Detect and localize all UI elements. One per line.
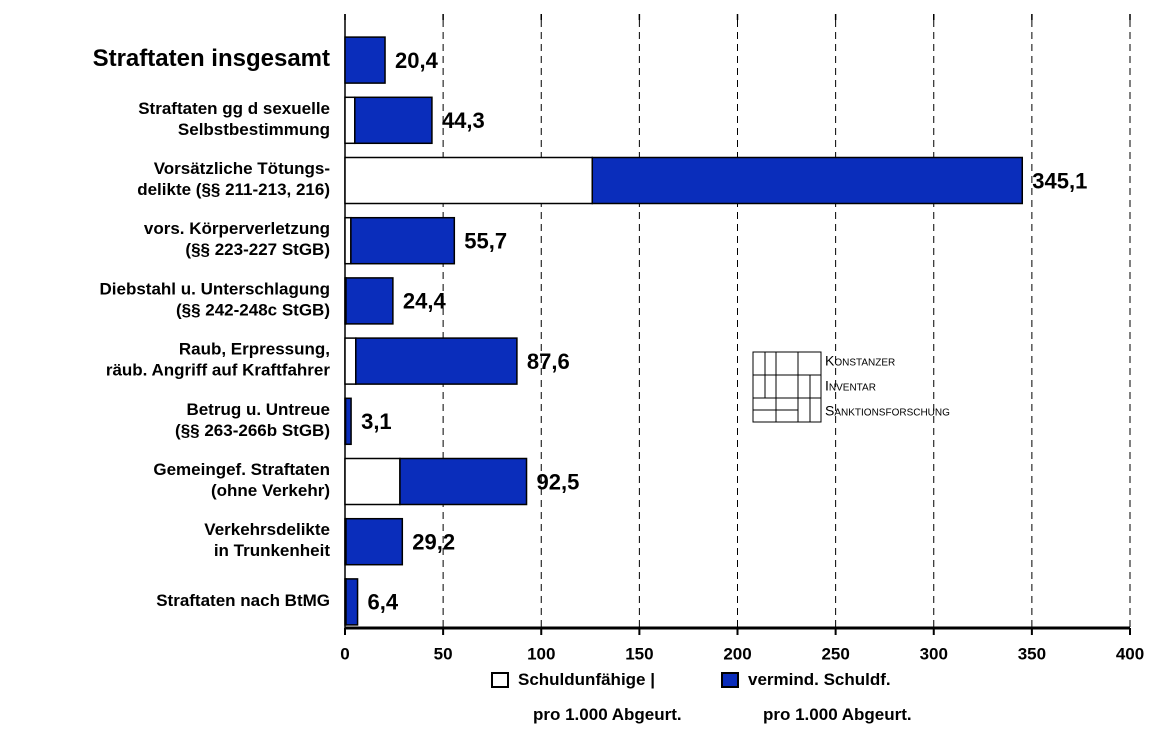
total-label: 92,5 xyxy=(537,469,580,494)
y-tick-label-line: Straftaten nach BtMG xyxy=(156,591,330,610)
y-tick-label-line: delikte (§§ 211-213, 216) xyxy=(137,180,330,199)
bar-segment xyxy=(354,96,433,145)
y-tick-label: Straftaten gg d sexuelle Selbstbestimmung xyxy=(138,99,330,139)
total-label: 20,4 xyxy=(395,48,439,73)
legend-label-line: pro 1.000 Abgeurt. xyxy=(763,705,912,724)
x-tick-label: 400 xyxy=(1116,644,1144,663)
y-tick-label: Straftaten nach BtMG xyxy=(156,591,330,610)
y-tick-label: Betrug u. Untreue (§§ 263-266b StGB) xyxy=(175,400,330,440)
bar-segment xyxy=(344,397,352,446)
bar-segment xyxy=(591,156,1024,205)
y-tick-label: vors. Körperverletzung (§§ 223-227 StGB) xyxy=(144,220,330,260)
y-tick-label: Vorsätzliche Tötungs-delikte (§§ 211-213… xyxy=(137,159,330,199)
bar-segment xyxy=(344,156,594,205)
x-tick-label: 100 xyxy=(527,644,555,663)
y-tick-label: Verkehrsdelikte in Trunkenheit xyxy=(204,521,330,561)
bar-segment xyxy=(344,36,386,84)
bar-segment xyxy=(344,216,352,265)
y-tick-label-line: Selbstbestimmung xyxy=(178,120,330,139)
y-tick-label-line: (§§ 263-266b StGB) xyxy=(175,421,330,440)
bar-segment xyxy=(399,457,528,506)
legend-label: vermind. Schuldf. pro 1.000 Abgeurt. xyxy=(748,670,912,724)
y-tick-label-line: Raub, Erpressung, xyxy=(179,340,330,359)
y-tick-label: Diebstahl u. Unterschlagung (§§ 242-248c … xyxy=(100,280,330,320)
y-tick-label-line: (§§ 223-227 StGB) xyxy=(185,241,330,260)
total-label: 6,4 xyxy=(368,590,399,615)
bar-segment xyxy=(345,517,404,566)
legend-label: Schuldunfähige | pro 1.000 Abgeurt. xyxy=(518,670,682,724)
y-tick-label-line: vors. Körperverletzung xyxy=(144,220,330,239)
y-tick-label-line: Vorsätzliche Tötungs- xyxy=(154,159,330,178)
legend-label-line: pro 1.000 Abgeurt. xyxy=(533,705,682,724)
y-tick-label: Straftaten insgesamt xyxy=(93,45,330,72)
total-label: 87,6 xyxy=(527,349,570,374)
total-label: 3,1 xyxy=(361,409,392,434)
y-tick-label-line: Straftaten insgesamt xyxy=(93,45,330,72)
legend-swatch xyxy=(721,672,739,688)
x-tick-label: 0 xyxy=(340,644,349,663)
x-tick-label: 150 xyxy=(625,644,653,663)
x-tick-label: 350 xyxy=(1018,644,1046,663)
legend-label-line: Schuldunfähige | xyxy=(518,670,655,689)
y-tick-label-line: (§§ 242-248c StGB) xyxy=(176,301,330,320)
bar-segment xyxy=(344,96,356,145)
y-tick-label: Gemeingef. Straftaten (ohne Verkehr) xyxy=(153,460,330,500)
y-tick-label-line: Betrug u. Untreue xyxy=(186,400,330,419)
y-tick-label-line: Diebstahl u. Unterschlagung xyxy=(100,280,330,299)
logo-text: Sanktionsforschung xyxy=(825,403,950,419)
y-tick-label-line: räub. Angriff auf Kraftfahrer xyxy=(106,361,331,380)
x-tick-label: 250 xyxy=(821,644,849,663)
x-tick-label: 300 xyxy=(920,644,948,663)
bar-segment xyxy=(344,337,357,385)
logo-text: Konstanzer xyxy=(825,353,895,369)
total-label: 55,7 xyxy=(464,229,507,254)
total-label: 44,3 xyxy=(442,108,485,133)
legend-label-line: vermind. Schuldf. xyxy=(748,670,891,689)
bar-segment xyxy=(355,337,518,385)
y-tick-label-line: (ohne Verkehr) xyxy=(211,481,330,500)
bar-segment xyxy=(345,578,359,626)
y-tick-label-line: Verkehrsdelikte xyxy=(204,521,330,540)
logo-text: Inventar xyxy=(825,378,876,394)
x-tick-label: 200 xyxy=(723,644,751,663)
y-tick-label: Raub, Erpressung, räub. Angriff auf Kraft… xyxy=(106,340,331,380)
y-tick-label-line: Straftaten gg d sexuelle xyxy=(138,99,330,118)
y-tick-label-line: Gemeingef. Straftaten xyxy=(153,460,330,479)
bar-segment xyxy=(344,457,401,506)
logo: Konstanzer Inventar Sanktionsforschung xyxy=(752,351,950,423)
bar-segment xyxy=(345,277,394,325)
total-label: 345,1 xyxy=(1032,168,1087,193)
total-label: 29,2 xyxy=(412,530,455,555)
legend-swatch xyxy=(491,672,509,688)
logo-frame xyxy=(752,351,822,423)
x-tick-label: 50 xyxy=(434,644,453,663)
bar-segment xyxy=(350,216,456,265)
y-tick-label-line: in Trunkenheit xyxy=(214,542,331,561)
total-label: 24,4 xyxy=(403,289,447,314)
